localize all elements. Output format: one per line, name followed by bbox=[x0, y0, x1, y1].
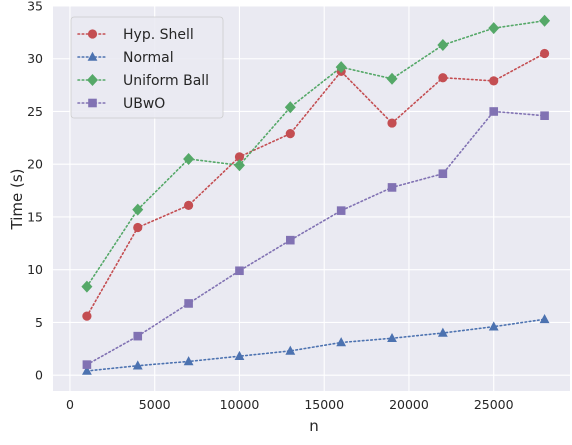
legend-marker-hyp-shell bbox=[87, 29, 98, 39]
data-point-hyp-shell bbox=[539, 48, 550, 59]
data-point-normal bbox=[82, 365, 92, 375]
data-point-hyp-shell bbox=[184, 200, 194, 210]
legend-label-normal: Normal bbox=[123, 50, 174, 66]
data-point-uniform-ball bbox=[81, 280, 93, 293]
y-tick-label: 30 bbox=[27, 51, 43, 66]
legend-label-uniform-ball: Uniform Ball bbox=[123, 73, 209, 89]
series-ubwo bbox=[82, 107, 549, 369]
data-point-hyp-shell bbox=[285, 129, 295, 139]
data-point-ubwo bbox=[336, 206, 346, 215]
data-point-ubwo bbox=[133, 331, 143, 341]
series-hyp-shell bbox=[82, 48, 550, 321]
x-tick-label: 10000 bbox=[220, 397, 260, 412]
data-point-normal bbox=[539, 313, 550, 324]
x-axis-label: n bbox=[309, 417, 319, 435]
data-point-uniform-ball bbox=[488, 22, 500, 35]
grid bbox=[53, 5, 570, 391]
data-point-hyp-shell bbox=[489, 76, 499, 86]
data-point-hyp-shell bbox=[234, 152, 245, 162]
data-point-ubwo bbox=[235, 266, 244, 276]
data-point-normal bbox=[437, 327, 448, 337]
data-point-ubwo bbox=[489, 107, 499, 116]
data-point-ubwo bbox=[387, 183, 397, 192]
x-tick-label: 5000 bbox=[139, 397, 171, 412]
legend-marker-uniform-ball bbox=[87, 74, 98, 86]
data-point-uniform-ball bbox=[132, 203, 144, 216]
data-point-normal bbox=[183, 356, 194, 366]
x-tick-label: 0 bbox=[66, 397, 74, 412]
data-point-normal bbox=[285, 345, 296, 355]
series-line-hyp-shell bbox=[86, 52, 546, 317]
data-point-normal bbox=[132, 360, 143, 370]
y-tick-label: 5 bbox=[35, 315, 43, 330]
data-point-uniform-ball bbox=[335, 61, 347, 74]
data-point-normal bbox=[336, 337, 347, 347]
series-uniform-ball bbox=[81, 14, 551, 293]
data-point-ubwo bbox=[540, 111, 549, 120]
data-point-uniform-ball bbox=[386, 72, 398, 85]
y-tick-label: 15 bbox=[27, 209, 43, 224]
y-axis-label: Time (s) bbox=[8, 169, 26, 231]
data-point-uniform-ball bbox=[539, 14, 551, 27]
data-point-normal bbox=[234, 350, 245, 360]
legend-marker-normal bbox=[87, 51, 98, 61]
data-point-hyp-shell bbox=[133, 222, 143, 233]
data-point-ubwo bbox=[286, 235, 295, 245]
data-point-normal bbox=[488, 321, 499, 331]
y-tick-labels: 0 5 10 15 20 25 30 35 bbox=[27, 0, 43, 383]
y-tick-label: 0 bbox=[35, 368, 43, 383]
series-line-ubwo bbox=[86, 110, 546, 366]
data-point-hyp-shell bbox=[387, 118, 397, 128]
legend: Hyp. Shell Normal Uniform Ball UBwO bbox=[70, 16, 224, 119]
legend-box bbox=[70, 16, 224, 119]
data-point-ubwo bbox=[82, 360, 92, 369]
x-tick-label: 15000 bbox=[304, 397, 344, 412]
data-point-uniform-ball bbox=[437, 39, 449, 52]
x-tick-label: 25000 bbox=[474, 397, 514, 412]
series-line-uniform-ball bbox=[86, 19, 546, 288]
legend-label-ubwo: UBwO bbox=[123, 96, 165, 112]
y-tick-label: 20 bbox=[27, 157, 43, 172]
data-point-hyp-shell bbox=[438, 73, 448, 83]
y-tick-label: 35 bbox=[27, 0, 43, 14]
y-tick-label: 25 bbox=[27, 104, 43, 119]
data-point-normal bbox=[387, 332, 397, 343]
data-point-ubwo bbox=[438, 169, 448, 179]
y-tick-label: 10 bbox=[27, 262, 43, 277]
data-point-hyp-shell bbox=[82, 311, 92, 321]
series-line-normal bbox=[86, 318, 546, 372]
data-point-ubwo bbox=[184, 299, 193, 308]
legend-label-hyp-shell: Hyp. Shell bbox=[123, 27, 194, 43]
x-tick-label: 20000 bbox=[389, 397, 429, 412]
series-normal bbox=[82, 313, 550, 375]
data-point-uniform-ball bbox=[233, 159, 245, 172]
data-point-uniform-ball bbox=[183, 152, 195, 165]
legend-marker-ubwo bbox=[88, 98, 97, 108]
series-layer bbox=[81, 14, 551, 375]
x-tick-labels: 0 5000 10000 15000 20000 25000 bbox=[66, 397, 514, 412]
data-point-uniform-ball bbox=[284, 101, 296, 114]
